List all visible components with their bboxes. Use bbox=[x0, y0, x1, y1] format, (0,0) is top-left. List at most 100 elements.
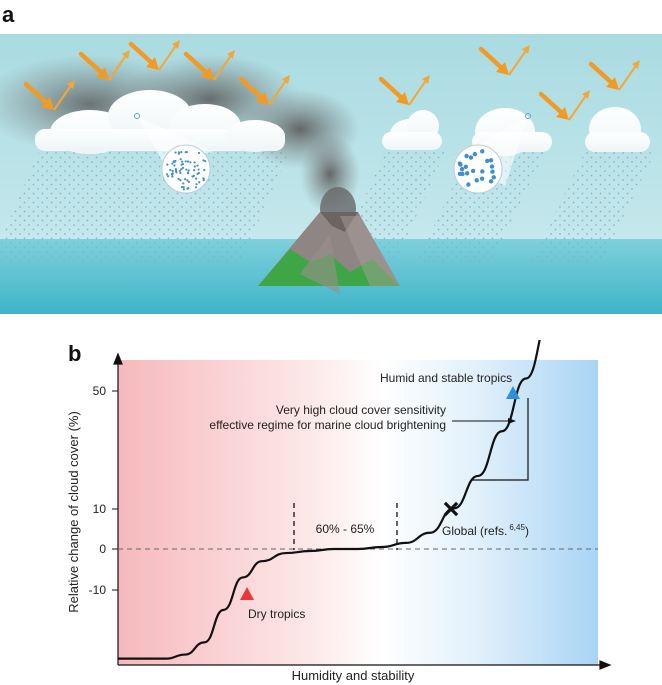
x-axis-arrowhead bbox=[599, 660, 612, 670]
large-droplet bbox=[488, 179, 494, 184]
global-label: Global (refs. 6,45) bbox=[442, 523, 529, 538]
reflected-sunlight-arrow bbox=[568, 93, 588, 121]
small-droplet bbox=[181, 166, 185, 170]
small-droplet bbox=[185, 168, 188, 171]
panel-a-label: a bbox=[2, 2, 15, 27]
y-ticks bbox=[112, 390, 118, 591]
small-droplet bbox=[171, 169, 174, 172]
small-droplet bbox=[182, 188, 185, 191]
y-tick-label-50: 50 bbox=[93, 384, 107, 398]
reflected-sunlight-arrow bbox=[268, 78, 288, 106]
small-droplet bbox=[193, 161, 196, 164]
small-droplet bbox=[193, 165, 196, 168]
large-droplet bbox=[480, 169, 485, 174]
reflected-sunlight-arrow bbox=[408, 78, 428, 106]
small-droplet bbox=[166, 173, 169, 176]
incoming-sunlight-arrowhead bbox=[96, 67, 109, 80]
large-droplet bbox=[488, 158, 494, 163]
axes bbox=[113, 352, 612, 670]
reflected-sunlight-arrow bbox=[618, 63, 638, 91]
large-droplet bbox=[464, 171, 470, 176]
droplet-magnifier-polluted bbox=[134, 113, 213, 194]
small-droplet bbox=[195, 177, 198, 180]
incoming-sunlight-arrowhead bbox=[496, 62, 509, 75]
small-droplet bbox=[203, 168, 206, 172]
incoming-sunlight-arrow bbox=[378, 76, 406, 102]
small-droplet bbox=[180, 186, 184, 189]
large-droplet bbox=[468, 155, 474, 160]
large-droplet bbox=[490, 169, 495, 174]
incoming-sunlight-arrow bbox=[238, 76, 266, 102]
small-droplet bbox=[173, 164, 176, 167]
reflected-sunlight-arrowhead bbox=[522, 45, 530, 54]
cloud-cover-curve bbox=[118, 340, 541, 660]
small-droplet bbox=[184, 151, 187, 154]
clean-cloud-1 bbox=[382, 110, 442, 150]
small-droplet bbox=[172, 160, 175, 163]
large-droplet bbox=[470, 168, 476, 174]
reflected-sunlight-arrow bbox=[158, 43, 178, 71]
stability-gradient-background bbox=[118, 360, 598, 665]
large-droplet bbox=[459, 167, 465, 172]
large-droplet bbox=[489, 164, 495, 169]
small-droplet bbox=[174, 169, 178, 172]
reflected-sunlight-arrow bbox=[53, 83, 73, 111]
small-droplet bbox=[180, 150, 183, 154]
sunlight-arrows bbox=[23, 40, 640, 121]
droplet-magnifier-clean bbox=[453, 113, 531, 194]
large-droplet bbox=[472, 151, 478, 157]
panel-b-label: b bbox=[68, 341, 82, 366]
small-droplet bbox=[169, 168, 172, 172]
small-droplet bbox=[187, 186, 190, 190]
volcano bbox=[258, 212, 400, 294]
incoming-sunlight-arrowhead bbox=[146, 57, 159, 70]
large-droplet bbox=[491, 175, 496, 180]
small-droplet bbox=[187, 169, 190, 172]
incoming-sunlight-arrowhead bbox=[396, 92, 409, 105]
volcano-cloud-illustration bbox=[0, 34, 662, 314]
large-droplet bbox=[457, 171, 463, 177]
small-droplet bbox=[202, 159, 205, 162]
sensitivity-label-line2: effective regime for marine cloud bright… bbox=[209, 418, 446, 432]
incoming-sunlight-arrowhead bbox=[41, 97, 54, 110]
y-tick-label-10: 10 bbox=[93, 502, 107, 516]
large-droplet bbox=[466, 182, 471, 187]
incoming-sunlight-arrowhead bbox=[556, 107, 569, 120]
small-droplet bbox=[183, 178, 187, 181]
reflected-sunlight-arrowhead bbox=[67, 80, 75, 89]
incoming-sunlight-arrow bbox=[478, 46, 506, 72]
reflected-sunlight-arrowhead bbox=[582, 90, 590, 99]
humid-tropics-marker bbox=[506, 386, 520, 399]
sensitivity-pointer-head bbox=[508, 418, 516, 424]
y-axis-arrowhead bbox=[113, 352, 123, 365]
reflected-sunlight-arrowhead bbox=[122, 50, 130, 59]
small-droplet bbox=[167, 175, 170, 178]
dry-tropics-marker bbox=[240, 587, 254, 600]
reflected-sunlight-arrow bbox=[108, 53, 128, 81]
small-droplet bbox=[179, 158, 182, 161]
small-droplet bbox=[182, 186, 185, 189]
small-droplet bbox=[177, 177, 180, 181]
small-droplet bbox=[180, 168, 183, 171]
large-droplet bbox=[474, 178, 479, 183]
incoming-sunlight-arrow bbox=[128, 41, 156, 67]
large-droplet bbox=[480, 149, 485, 154]
small-droplet bbox=[186, 160, 190, 163]
small-droplet bbox=[187, 180, 190, 183]
reflected-sunlight-arrowhead bbox=[632, 60, 640, 69]
small-droplet bbox=[191, 175, 194, 178]
small-droplet bbox=[179, 171, 182, 175]
small-droplet bbox=[180, 163, 183, 166]
small-droplet bbox=[174, 151, 177, 154]
small-droplet bbox=[184, 160, 187, 163]
slope-bracket bbox=[472, 398, 529, 481]
small-droplet bbox=[174, 167, 177, 171]
small-droplet bbox=[171, 172, 174, 175]
large-droplet bbox=[457, 161, 463, 166]
incoming-sunlight-arrowhead bbox=[606, 77, 619, 90]
small-droplet bbox=[195, 183, 198, 186]
small-droplet bbox=[166, 163, 169, 166]
sensitivity-label-line1: Very high cloud cover sensitivity bbox=[276, 403, 446, 417]
reflected-sunlight-arrowhead bbox=[172, 40, 180, 49]
small-droplet bbox=[198, 181, 201, 184]
